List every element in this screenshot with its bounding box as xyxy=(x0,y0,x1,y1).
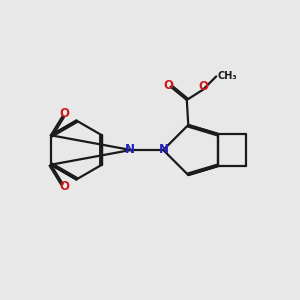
Text: O: O xyxy=(199,80,208,93)
Text: CH₃: CH₃ xyxy=(218,71,237,81)
Text: O: O xyxy=(59,107,69,120)
Text: O: O xyxy=(163,79,173,92)
Text: N: N xyxy=(125,143,135,157)
Text: N: N xyxy=(159,143,169,157)
Text: O: O xyxy=(59,180,69,193)
